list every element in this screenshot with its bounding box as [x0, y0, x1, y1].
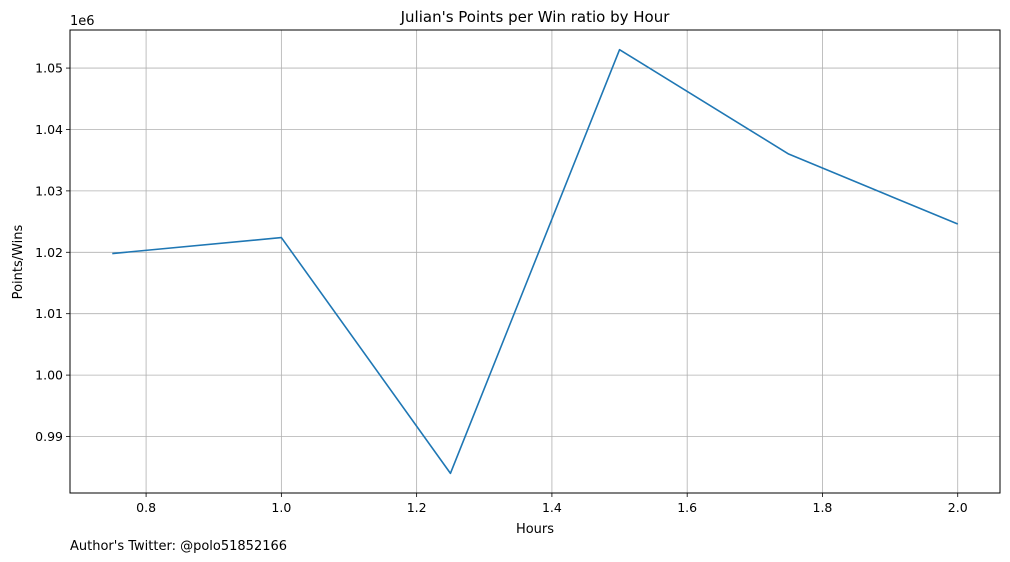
y-tick-label: 1.05 — [35, 61, 63, 76]
series-line — [112, 48, 959, 475]
series-layer — [112, 48, 959, 475]
x-tick-label: 1.8 — [813, 500, 833, 515]
plot-frame — [69, 29, 1001, 494]
x-tick-label: 1.0 — [271, 500, 291, 515]
x-tick-label: 1.2 — [407, 500, 427, 515]
x-tick-label: 2.0 — [948, 500, 968, 515]
footnote: Author's Twitter: @polo51852166 — [70, 539, 287, 554]
x-tick-label: 0.8 — [136, 500, 156, 515]
y-tick-label: 1.04 — [35, 122, 63, 137]
x-tick-label: 1.4 — [542, 500, 562, 515]
x-tick-label: 1.6 — [677, 500, 697, 515]
y-tick-label: 1.02 — [35, 245, 63, 260]
y-offset-label: 1e6 — [70, 14, 95, 29]
chart-title: Julian's Points per Win ratio by Hour — [400, 8, 671, 26]
y-tick-label: 1.00 — [35, 368, 63, 383]
y-tick-label: 0.99 — [35, 429, 63, 444]
y-axis-ticks: 0.99 1.00 1.01 1.02 1.03 1.04 1.05 — [35, 61, 70, 444]
grid-lines — [70, 30, 1000, 493]
x-axis-label: Hours — [516, 522, 554, 537]
x-axis-ticks: 0.8 1.0 1.2 1.4 1.6 1.8 2.0 — [136, 493, 968, 515]
y-tick-label: 1.01 — [35, 306, 63, 321]
y-tick-label: 1.03 — [35, 183, 63, 198]
y-axis-label: Points/Wins — [11, 224, 26, 299]
